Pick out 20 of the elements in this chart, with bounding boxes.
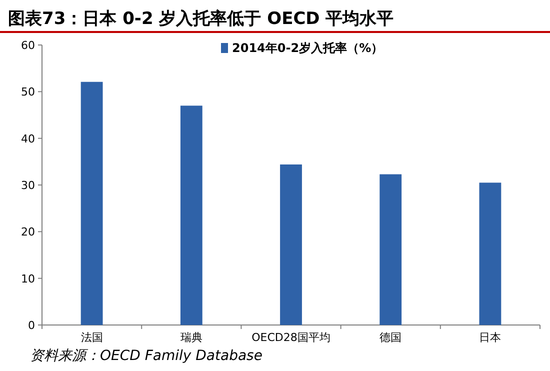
y-tick-label: 50 — [21, 86, 35, 99]
y-tick-label: 60 — [21, 39, 35, 52]
legend-label: 2014年0-2岁入托率（%） — [232, 41, 384, 55]
x-tick-label: 德国 — [380, 331, 402, 344]
bar — [80, 82, 103, 325]
bar — [380, 174, 402, 325]
text: 资料来源：OECD Family Database — [30, 348, 262, 364]
x-tick-label: 日本 — [479, 331, 502, 344]
bar — [280, 164, 302, 325]
chart-title: 图表73：日本 0-2 岁入托率低于 OECD 平均水平 — [8, 9, 394, 29]
bar — [180, 106, 202, 325]
y-tick-label: 40 — [21, 132, 35, 146]
x-tick-label: 法国 — [80, 331, 103, 344]
y-tick-label: 30 — [21, 179, 35, 192]
x-tick-label: 瑞典 — [180, 331, 202, 344]
bar — [479, 182, 502, 325]
x-tick-label: OECD28国平均 — [252, 331, 330, 344]
y-tick-label: 10 — [21, 272, 35, 286]
y-tick-label: 0 — [28, 319, 35, 332]
y-tick-label: 20 — [21, 226, 35, 239]
